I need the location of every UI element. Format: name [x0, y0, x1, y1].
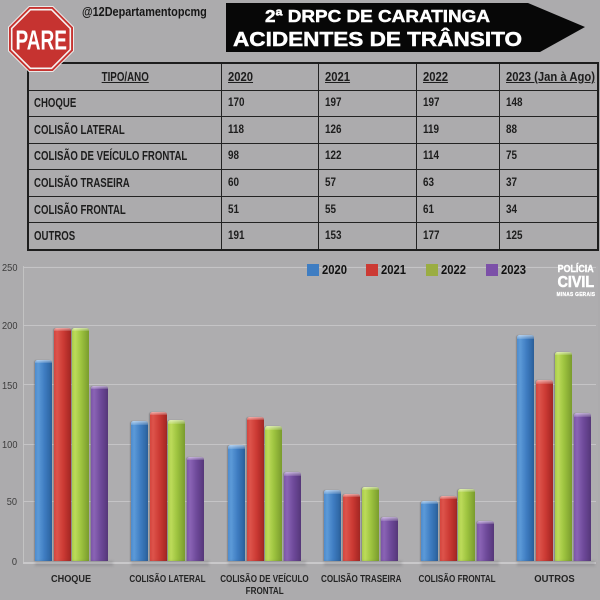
svg-text:ACIDENTES DE TRÂNSITO: ACIDENTES DE TRÂNSITO	[233, 27, 522, 51]
svg-text:2ª DRPC DE CARATINGA: 2ª DRPC DE CARATINGA	[265, 6, 490, 26]
svg-text:PARE: PARE	[16, 24, 68, 55]
